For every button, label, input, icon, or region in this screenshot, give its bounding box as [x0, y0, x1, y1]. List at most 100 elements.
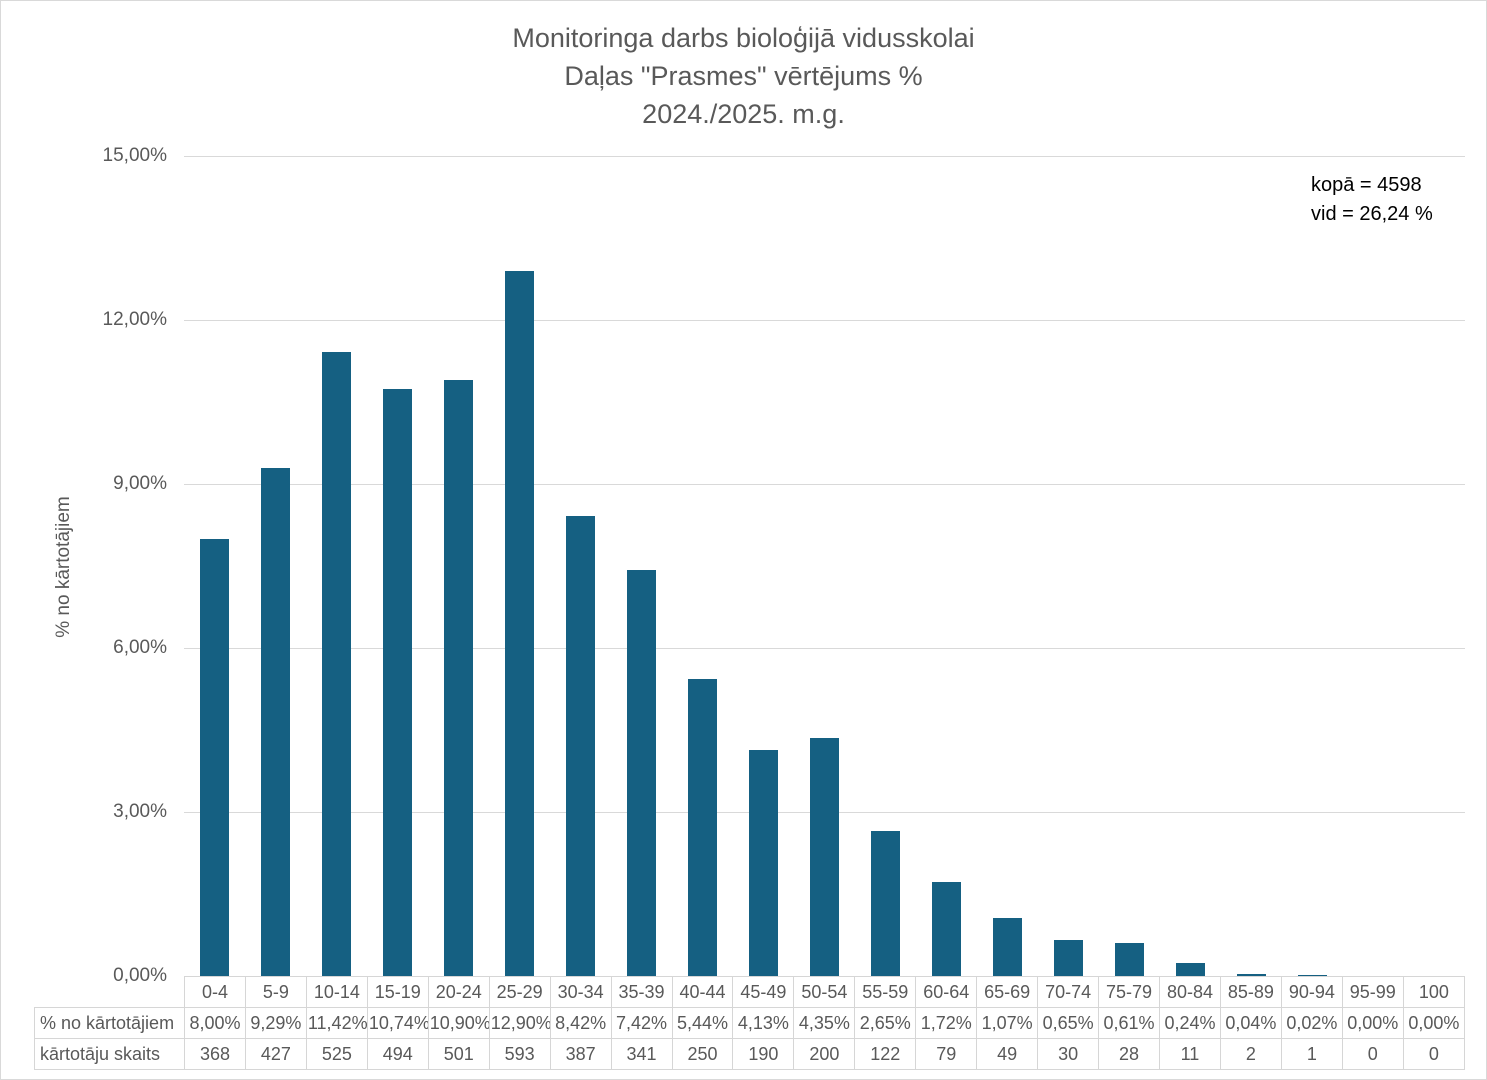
bar-column-45-49: [733, 156, 794, 976]
count-cell: 593: [488, 1038, 551, 1070]
chart-annotation: kopā = 4598 vid = 26,24 %: [1311, 171, 1433, 229]
plot-area: [184, 156, 1465, 977]
bar-column-90-94: [1282, 156, 1343, 976]
category-cell: 20-24: [427, 976, 490, 1008]
percent-cell: 0,24%: [1159, 1007, 1221, 1039]
bar-column-55-59: [855, 156, 916, 976]
bar-column-25-29: [489, 156, 550, 976]
category-cell: 60-64: [915, 976, 978, 1008]
bar-column-75-79: [1099, 156, 1160, 976]
count-cell: 525: [305, 1038, 368, 1070]
bar-column-50-54: [794, 156, 855, 976]
percent-cell: 2,65%: [854, 1007, 917, 1039]
category-cell: 5-9: [244, 976, 307, 1008]
category-cell: 40-44: [671, 976, 734, 1008]
table-corner-cell: [35, 977, 185, 1008]
category-cell: 50-54: [793, 976, 856, 1008]
percent-cell: 7,42%: [610, 1007, 673, 1039]
bar-column-10-14: [306, 156, 367, 976]
bar: [383, 388, 412, 976]
bar-column-85-89: [1221, 156, 1282, 976]
y-tick-label: 0,00%: [113, 965, 167, 986]
bar-column-80-84: [1160, 156, 1221, 976]
count-cell: 200: [793, 1038, 856, 1070]
percent-cell: 9,29%: [244, 1007, 307, 1039]
y-tick-label: 12,00%: [102, 309, 167, 330]
chart-title-line2: Daļas "Prasmes" vērtējums %: [564, 61, 923, 91]
bar: [200, 538, 229, 976]
count-cell: 341: [610, 1038, 673, 1070]
category-cell: 80-84: [1159, 976, 1221, 1008]
bar: [810, 738, 839, 976]
bar-column-20-24: [428, 156, 489, 976]
percent-cell: 1,72%: [915, 1007, 978, 1039]
percent-cell: 8,42%: [549, 1007, 612, 1039]
category-cell: 0-4: [184, 976, 246, 1008]
category-cell: 90-94: [1280, 976, 1343, 1008]
bar: [749, 750, 778, 976]
bar-column-100: [1404, 156, 1465, 976]
bar: [688, 678, 717, 976]
bar: [444, 380, 473, 976]
category-cell: 10-14: [305, 976, 368, 1008]
gridline-9pct: [184, 484, 1465, 485]
chart-title-line1: Monitoringa darbs bioloģijā vidusskolai: [512, 23, 975, 53]
y-tick-label: 9,00%: [113, 473, 167, 494]
count-row-header: kārtotāju skaits: [34, 1038, 185, 1070]
category-cell: 70-74: [1037, 976, 1100, 1008]
chart-title: Monitoringa darbs bioloģijā vidusskolai …: [1, 19, 1486, 133]
category-cell: 65-69: [976, 976, 1039, 1008]
count-cell: 250: [671, 1038, 734, 1070]
count-cell: 387: [549, 1038, 612, 1070]
category-cell: 55-59: [854, 976, 917, 1008]
percent-cell: 0,00%: [1341, 1007, 1404, 1039]
bar: [1176, 962, 1205, 976]
percent-cell: 0,61%: [1098, 1007, 1160, 1039]
count-cell: 11: [1159, 1038, 1221, 1070]
bar: [1115, 942, 1144, 976]
bar-column-40-44: [672, 156, 733, 976]
bar: [261, 468, 290, 976]
bar-series: [184, 156, 1465, 976]
data-table: 0-4 5-9 10-14 15-19 20-24 25-29 30-34 35-39 40-4…: [34, 976, 1466, 1070]
percent-cell: 10,74%: [366, 1007, 429, 1039]
percent-cell: 0,00%: [1402, 1007, 1466, 1039]
percent-cell: 4,13%: [732, 1007, 795, 1039]
y-tick-label: 15,00%: [102, 145, 167, 166]
percent-cell: 0,04%: [1219, 1007, 1282, 1039]
count-cell: 501: [427, 1038, 490, 1070]
percent-cell: 0,65%: [1037, 1007, 1100, 1039]
table-row: 0-4 5-9 10-14 15-19 20-24 25-29 30-34 35-39 40-4…: [35, 976, 1466, 1008]
bar: [627, 570, 656, 976]
gridline-12pct: [184, 320, 1465, 321]
bar: [1298, 974, 1327, 976]
y-tick-label: 6,00%: [113, 637, 167, 658]
bar: [1054, 940, 1083, 976]
bar-column-15-19: [367, 156, 428, 976]
percent-cell: 10,90%: [427, 1007, 490, 1039]
bar-column-95-99: [1343, 156, 1404, 976]
percent-cell: 12,90%: [488, 1007, 551, 1039]
bar: [932, 881, 961, 976]
count-cell: 49: [976, 1038, 1039, 1070]
bar: [1237, 973, 1266, 976]
bar: [993, 917, 1022, 976]
bar-column-5-9: [245, 156, 306, 976]
count-cell: 427: [244, 1038, 307, 1070]
percent-row-header: % no kārtotājiem: [34, 1007, 185, 1039]
count-cell: 190: [732, 1038, 795, 1070]
category-cell: 85-89: [1219, 976, 1282, 1008]
bar-column-65-69: [977, 156, 1038, 976]
count-cell: 494: [366, 1038, 429, 1070]
chart-title-line3: 2024./2025. m.g.: [642, 99, 845, 129]
percent-cell: 8,00%: [184, 1007, 246, 1039]
percent-cell: 5,44%: [671, 1007, 734, 1039]
percent-cell: 0,02%: [1280, 1007, 1343, 1039]
bar: [505, 270, 534, 976]
category-cell: 30-34: [549, 976, 612, 1008]
bar: [322, 351, 351, 976]
category-cell: 45-49: [732, 976, 795, 1008]
percent-cell: 1,07%: [976, 1007, 1039, 1039]
bar-column-0-4: [184, 156, 245, 976]
